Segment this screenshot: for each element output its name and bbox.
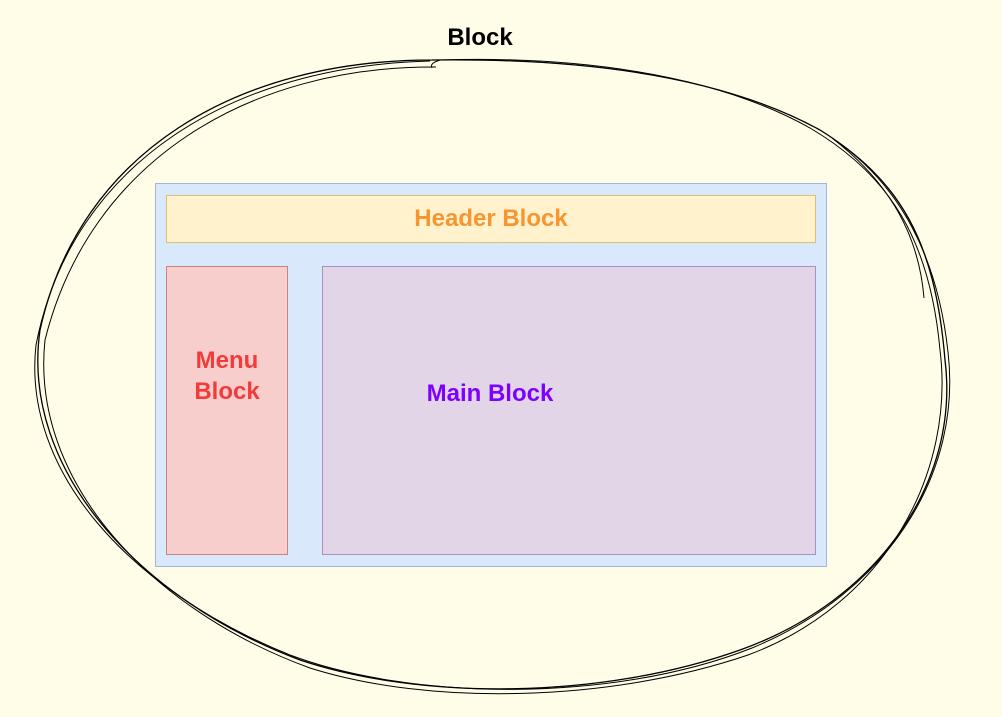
header-block-label: Header Block — [414, 205, 568, 232]
main-block-label: Main Block — [426, 380, 554, 407]
menu-block: Menu Block — [166, 266, 288, 555]
menu-block-label-line1: Menu — [195, 347, 259, 374]
outer-block-label: Block — [447, 24, 513, 51]
menu-block-label-line2: Block — [194, 378, 260, 405]
menu-block-label: Menu Block — [167, 345, 287, 407]
main-block: Main Block — [322, 266, 816, 555]
header-block: Header Block — [166, 195, 816, 243]
